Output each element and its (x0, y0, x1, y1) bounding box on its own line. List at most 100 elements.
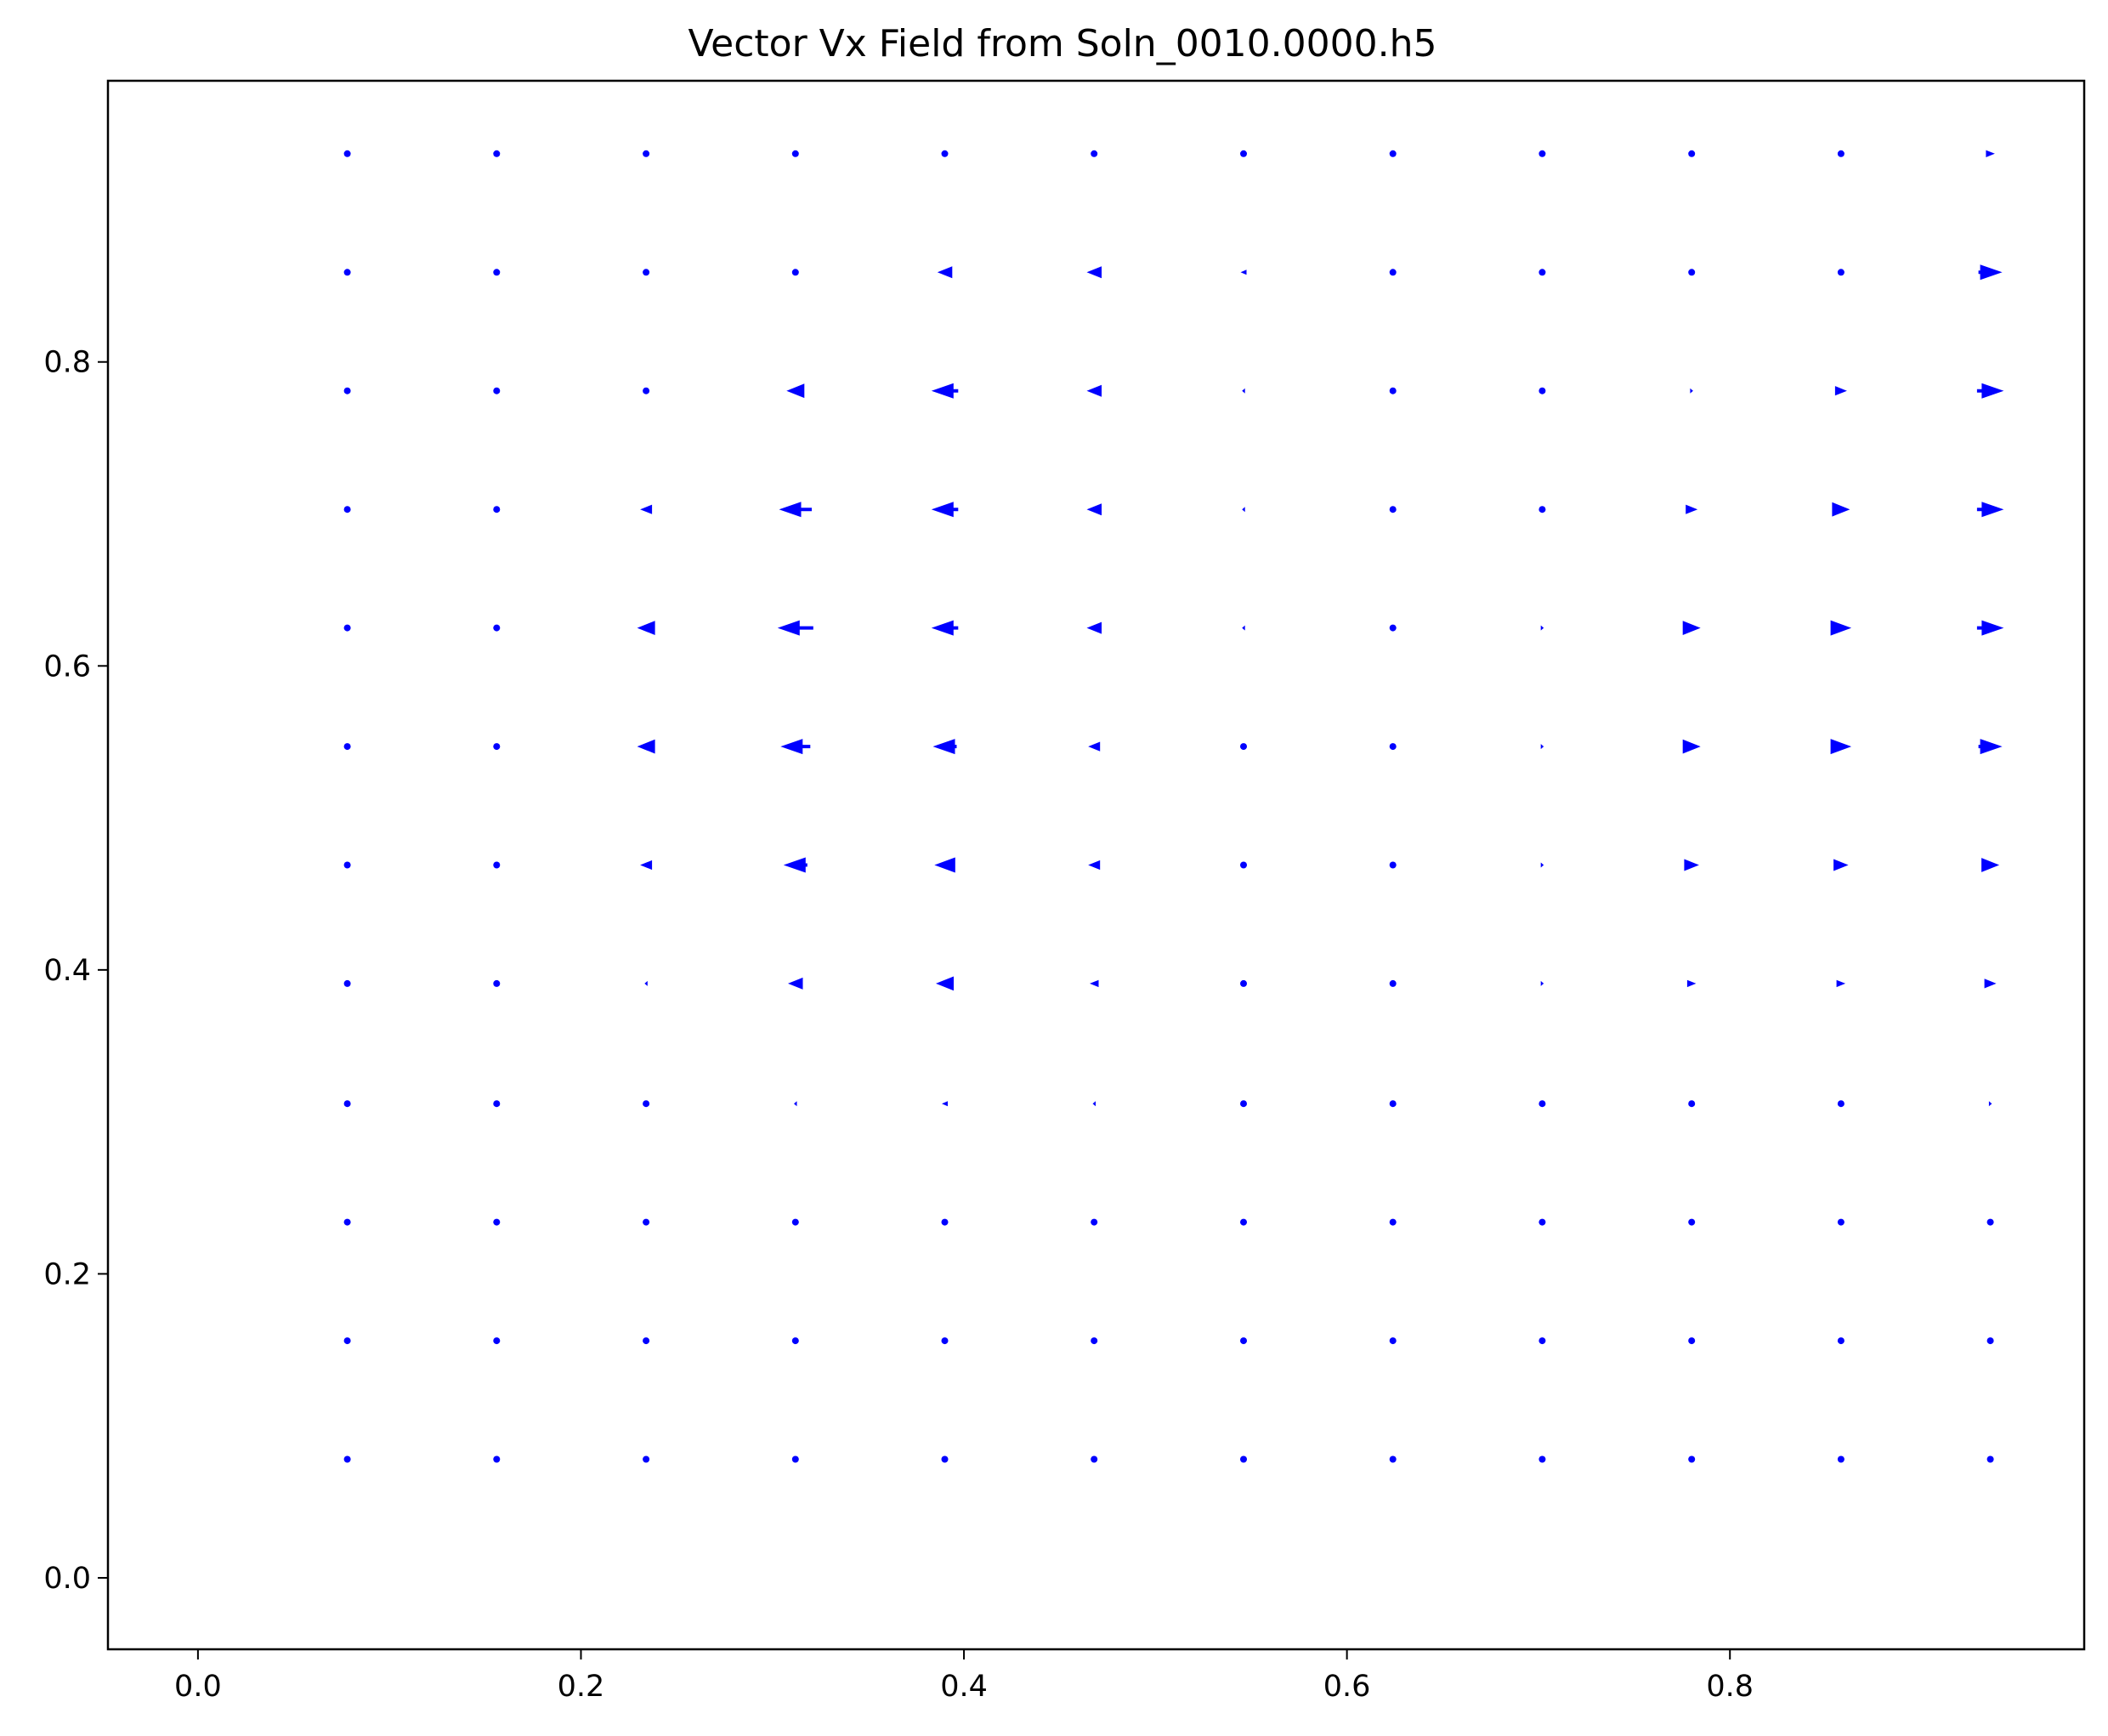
vector-arrow-r6-c4 (934, 857, 955, 873)
vector-arrow-r7-c10 (1836, 979, 1846, 988)
vector-arrow-r2-c5 (1086, 384, 1102, 397)
vector-arrow-r2-c4 (931, 383, 959, 399)
x-tick-label-1: 0.2 (558, 1670, 605, 1704)
vector-arrow-r4-c1 (493, 624, 501, 632)
x-axis-ticks: 0.0 0.2 0.4 0.6 0.8 (174, 1649, 1754, 1704)
vector-arrow-r2-c11 (1976, 383, 2004, 399)
vector-arrow-r10-c11 (1986, 1337, 1994, 1345)
x-tick-label-2: 0.4 (940, 1670, 988, 1704)
vector-arrow-r6-c9 (1684, 859, 1699, 871)
vector-arrow-r3-c2 (640, 504, 653, 514)
vector-arrow-r3-c3 (779, 502, 812, 518)
vector-arrow-r2-c6 (1242, 388, 1245, 394)
vector-arrow-r8-c1 (493, 1100, 501, 1108)
vector-arrow-r6-c6 (1240, 861, 1247, 869)
vector-arrow-r3-c8 (1538, 506, 1546, 513)
plot-frame (106, 79, 2086, 1651)
vector-arrow-r5-c3 (780, 739, 811, 755)
vector-arrow-r3-c4 (931, 502, 959, 518)
vector-arrow-r11-c10 (1837, 1455, 1844, 1463)
vector-arrow-r7-c2 (644, 980, 648, 986)
vector-arrow-r2-c8 (1538, 387, 1546, 394)
vector-arrow-r4-c4 (931, 620, 959, 636)
vector-arrow-r6-c7 (1389, 861, 1397, 869)
vector-arrow-r4-c7 (1389, 624, 1397, 632)
vector-arrow-r7-c3 (788, 977, 803, 990)
vector-arrow-r11-c4 (941, 1455, 949, 1463)
vector-arrow-r10-c8 (1538, 1337, 1546, 1345)
vector-arrow-r1-c1 (493, 269, 501, 276)
x-tick-label-3: 0.6 (1323, 1670, 1371, 1704)
vector-arrow-r6-c8 (1540, 862, 1544, 868)
vector-arrow-r10-c6 (1240, 1337, 1247, 1345)
vector-arrow-r8-c11 (1988, 1101, 1992, 1107)
vector-arrow-r1-c11 (1978, 264, 2003, 281)
vector-arrow-r8-c8 (1538, 1100, 1546, 1108)
y-tick-label-4: 0.8 (43, 346, 91, 380)
vector-arrow-r4-c8 (1540, 625, 1544, 631)
vector-arrow-r11-c11 (1986, 1455, 1994, 1463)
vector-arrow-r5-c11 (1978, 739, 2003, 755)
vector-arrow-r9-c3 (791, 1218, 799, 1226)
vector-arrow-r10-c10 (1837, 1337, 1844, 1345)
vector-arrow-r0-c11 (1986, 150, 1995, 157)
vector-arrow-r3-c11 (1976, 502, 2004, 518)
vector-arrow-r10-c5 (1091, 1337, 1098, 1345)
vector-arrow-r5-c6 (1240, 743, 1247, 751)
vector-arrow-r5-c7 (1389, 743, 1397, 751)
vector-arrow-r2-c9 (1690, 388, 1693, 394)
vector-arrow-r3-c1 (493, 506, 501, 513)
x-tick-label-4: 0.8 (1706, 1670, 1754, 1704)
vector-arrow-r7-c6 (1240, 979, 1247, 987)
vector-arrow-r7-c9 (1686, 979, 1697, 988)
vector-arrow-r7-c1 (493, 979, 501, 987)
vector-arrow-r4-c10 (1830, 620, 1852, 636)
vector-arrow-r4-c0 (343, 624, 351, 632)
x-tick-label-0: 0.0 (174, 1670, 222, 1704)
vector-arrow-r11-c2 (643, 1455, 650, 1463)
vector-arrow-r8-c5 (1092, 1101, 1096, 1107)
vector-arrow-r9-c7 (1389, 1218, 1397, 1226)
vector-arrow-r2-c0 (343, 387, 351, 394)
vector-arrow-r11-c1 (493, 1455, 501, 1463)
vector-arrow-r3-c0 (343, 506, 351, 513)
vector-arrow-r0-c3 (791, 150, 799, 157)
vector-arrow-r9-c9 (1688, 1218, 1696, 1226)
vector-arrow-r10-c9 (1688, 1337, 1696, 1345)
vector-arrow-r1-c3 (791, 269, 799, 276)
vector-arrow-r8-c10 (1837, 1100, 1844, 1108)
vector-arrow-r3-c5 (1086, 503, 1102, 516)
vector-arrow-r5-c8 (1540, 744, 1544, 750)
vector-arrow-r11-c5 (1091, 1455, 1098, 1463)
y-tick-label-3: 0.6 (43, 650, 91, 684)
vector-arrow-r5-c0 (343, 743, 351, 751)
y-tick-label-1: 0.2 (43, 1257, 91, 1291)
vector-arrow-r7-c5 (1090, 979, 1099, 988)
vector-arrow-r4-c5 (1086, 621, 1102, 634)
vector-arrow-r11-c0 (343, 1455, 351, 1463)
vector-arrow-r0-c8 (1538, 150, 1546, 157)
vector-arrow-r5-c5 (1088, 741, 1101, 752)
vector-arrow-r1-c8 (1538, 269, 1546, 276)
vector-arrow-r8-c4 (942, 1101, 948, 1107)
vector-arrow-r7-c0 (343, 979, 351, 987)
vector-arrow-r2-c10 (1834, 386, 1847, 396)
vector-arrow-r0-c1 (493, 150, 501, 157)
vector-arrow-r6-c3 (783, 857, 808, 873)
vector-arrow-r1-c6 (1240, 269, 1247, 275)
vector-arrow-r4-c11 (1976, 620, 2004, 636)
vector-arrow-r9-c0 (343, 1218, 351, 1226)
vector-arrow-r3-c6 (1242, 507, 1245, 513)
vector-arrow-r8-c7 (1389, 1100, 1397, 1108)
vector-arrow-r10-c4 (941, 1337, 949, 1345)
vector-arrow-r6-c1 (493, 861, 501, 869)
vector-arrow-r6-c5 (1088, 859, 1101, 871)
vector-arrow-r6-c11 (1981, 858, 2000, 872)
vector-arrow-r5-c9 (1682, 739, 1701, 754)
vector-arrow-r0-c0 (343, 150, 351, 157)
vector-arrow-r1-c5 (1086, 266, 1102, 279)
chart-title: Vector Vx Field from Soln_0010.0000.h5 (688, 22, 1436, 65)
vector-arrow-r3-c9 (1686, 504, 1698, 514)
